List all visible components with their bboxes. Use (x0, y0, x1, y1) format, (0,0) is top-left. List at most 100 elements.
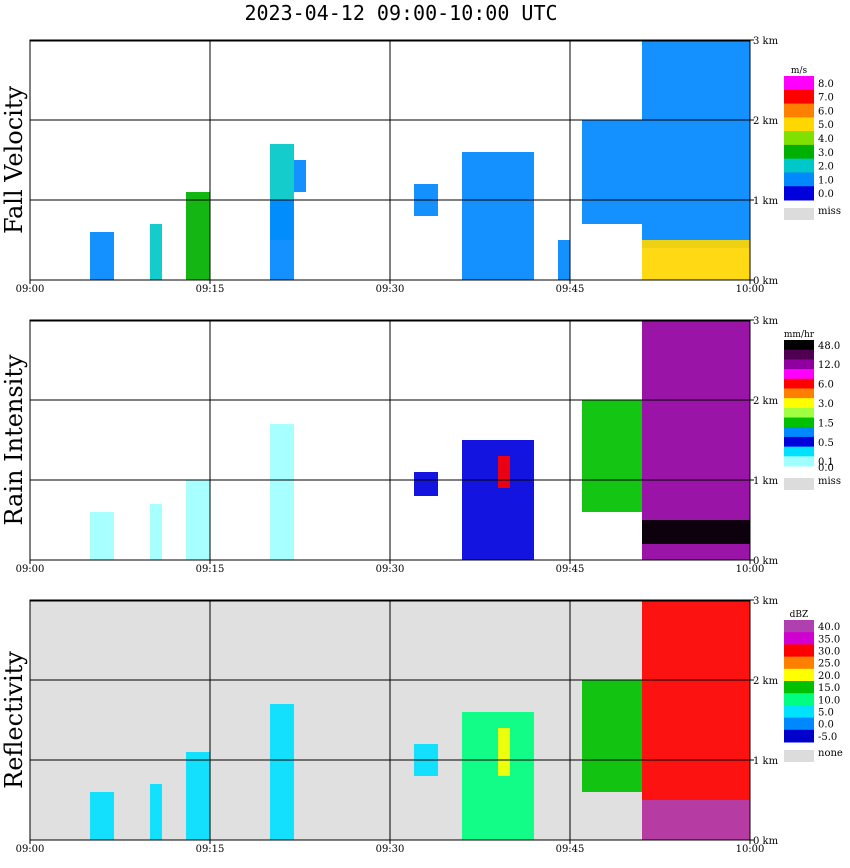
x-tick-label: 09:45 (556, 564, 585, 575)
legend-missing-swatch (784, 750, 814, 762)
legend-label: 48.0 (818, 341, 840, 352)
legend-label: -5.0 (818, 732, 837, 743)
legend-swatch (784, 398, 814, 409)
y-tick-label: 0 km (753, 276, 779, 287)
panel-rain: 09:00 09:15 09:30 09:45 10:000 km 1 km 2 km 3 k… (0, 316, 841, 575)
legend-label: 30.0 (818, 647, 840, 658)
echo-cell (582, 400, 642, 512)
legend-units: mm/hr (784, 330, 815, 340)
echo-cell (414, 472, 438, 496)
chart-title: 2023-04-12 09:00-10:00 UTC (244, 1, 557, 25)
legend-swatch (784, 388, 814, 399)
x-tick-label: 09:00 (16, 284, 45, 295)
x-tick-label: 09:30 (376, 844, 405, 855)
legend-label: 10.0 (818, 695, 840, 706)
echo-cell (642, 40, 750, 248)
legend-label: 0.0 (818, 720, 834, 731)
panel-refl: 09:00 09:15 09:30 09:45 10:000 km 1 km 2 km 3 k… (0, 596, 843, 855)
legend-swatch (784, 76, 814, 91)
legend-label: 2.0 (818, 162, 834, 173)
echo-cell (558, 240, 570, 280)
legend-swatch (784, 427, 814, 438)
legend-swatch (784, 158, 814, 173)
legend-swatch (784, 417, 814, 428)
x-tick-label: 10:00 (736, 844, 765, 855)
legend-missing-swatch (784, 208, 814, 220)
legend-swatch (784, 369, 814, 380)
legend-swatch (784, 103, 814, 118)
echo-cell (90, 232, 114, 280)
legend-units: m/s (791, 66, 808, 76)
panel-title: Reflectivity (0, 651, 28, 789)
echo-cell (270, 704, 294, 840)
legend-label: 0.0 (818, 189, 834, 200)
legend-label: 25.0 (818, 659, 840, 670)
legend-swatch (784, 705, 814, 719)
y-tick-label: 0 km (753, 836, 779, 847)
panel-fall: 09:00 09:15 09:30 09:45 10:000 km 1 km 2 km 3 k… (0, 36, 841, 295)
legend-label: 5.0 (818, 708, 834, 719)
x-tick-label: 10:00 (736, 564, 765, 575)
echo-cell (498, 728, 510, 776)
legend-swatch (784, 693, 814, 706)
legend-swatch (784, 456, 814, 467)
legend-label: 4.0 (818, 134, 834, 145)
echo-cell (582, 680, 642, 792)
y-tick-label: 2 km (753, 396, 779, 407)
legend-missing-label: miss (818, 206, 841, 217)
legend-swatch (784, 717, 814, 731)
echo-cell (90, 512, 114, 560)
legend-swatch (784, 668, 814, 682)
legend-label: 5.0 (818, 120, 834, 131)
echo-cell (642, 800, 750, 840)
legend-units: dBZ (790, 610, 809, 620)
panels-group: 09:00 09:15 09:30 09:45 10:000 km1 km2 km3 k… (0, 36, 843, 855)
legend-swatch (784, 644, 814, 658)
echo-cell (150, 504, 162, 560)
echo-cell (186, 192, 210, 280)
y-tick-label: 0 km (753, 556, 779, 567)
echo-cell (150, 784, 162, 840)
y-tick-label: 2 km (753, 116, 779, 127)
legend-swatch (784, 632, 814, 645)
legend-label: 35.0 (818, 634, 840, 645)
legend-swatch (784, 359, 814, 370)
legend-label: 1.5 (818, 418, 834, 429)
x-tick-label: 09:45 (556, 844, 585, 855)
legend-swatch (784, 186, 814, 201)
legend-label: 7.0 (818, 93, 834, 104)
y-tick-label: 3 km (753, 36, 779, 47)
x-tick-label: 09:30 (376, 564, 405, 575)
legend-swatch (784, 656, 814, 670)
legend-label: 40.0 (818, 622, 840, 633)
x-tick-label: 09:00 (16, 564, 45, 575)
legend-swatch (784, 340, 814, 351)
legend-label: 0.1 (818, 457, 834, 468)
legend-label: 3.0 (818, 148, 834, 159)
panel-title: Fall Velocity (0, 86, 28, 235)
legend-swatch (784, 131, 814, 146)
legend-label: 15.0 (818, 683, 840, 694)
y-tick-label: 2 km (753, 676, 779, 687)
legend-swatch (784, 407, 814, 419)
legend-label: 12.0 (818, 360, 840, 371)
echo-cell (150, 224, 162, 280)
x-tick-label: 09:15 (196, 284, 225, 295)
echo-cell (462, 152, 534, 280)
legend-swatch (784, 436, 814, 448)
legend-swatch (784, 729, 814, 743)
legend-swatch (784, 172, 814, 187)
legend-swatch (784, 144, 814, 160)
legend-label: 6.0 (818, 380, 834, 391)
y-tick-label: 1 km (753, 476, 779, 487)
echo-cell (90, 792, 114, 840)
echo-cell (498, 456, 510, 488)
panel-title: Rain Intensity (0, 354, 28, 526)
x-tick-label: 09:00 (16, 844, 45, 855)
legend-missing-label: miss (818, 476, 841, 487)
legend-label: 0.5 (818, 438, 834, 449)
legend-swatch (784, 117, 814, 132)
y-tick-label: 3 km (753, 316, 779, 327)
x-tick-label: 09:45 (556, 284, 585, 295)
legend-swatch (784, 89, 814, 105)
